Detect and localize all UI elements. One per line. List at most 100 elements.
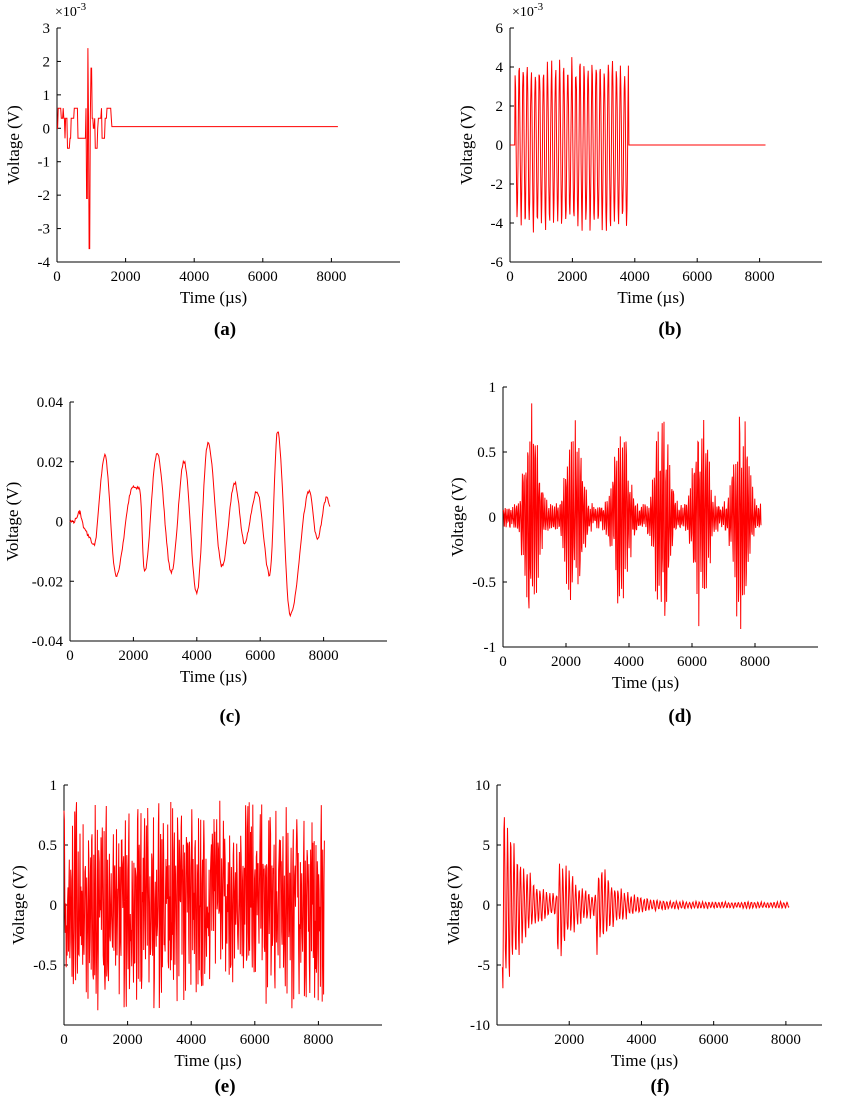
x-tick-label: 6000: [245, 648, 275, 664]
y-tick-label: -10: [470, 1018, 490, 1034]
multiplier-base: ×10: [512, 5, 534, 20]
x-axis-label: Time (µs): [617, 288, 684, 307]
x-tick-label: 6000: [677, 654, 707, 670]
x-tick-label: 0: [499, 654, 507, 670]
signal-series-line: [502, 403, 762, 630]
panel-caption: (a): [214, 319, 236, 340]
multiplier-exponent: -3: [77, 1, 87, 13]
x-tick-label: 8000: [745, 269, 775, 285]
y-axis-label: Voltage (V): [4, 105, 23, 184]
x-tick-label: 8000: [303, 1032, 333, 1048]
y-tick-label: -6: [491, 255, 504, 271]
signal-series-line: [57, 48, 338, 250]
signal-series-line: [510, 57, 766, 233]
y-tick-label: -0.04: [32, 634, 64, 650]
y-tick-label: -0.5: [472, 575, 496, 591]
y-tick-label: 0: [483, 898, 491, 914]
multiplier-base: ×10: [55, 5, 77, 20]
y-axis-label: Voltage (V): [444, 865, 463, 944]
axis-multiplier: ×10-3: [55, 1, 87, 20]
y-tick-label: 0: [43, 121, 51, 137]
y-tick-label: 10: [475, 778, 490, 794]
y-tick-label: -2: [38, 188, 51, 204]
y-tick-label: 0: [489, 510, 497, 526]
panel-f: 2000 4000 6000 8000 -10 -5 0 5 10 Time (µs) Voltag…: [444, 778, 822, 1097]
x-axis-label: Time (µs): [174, 1051, 241, 1070]
x-tick-label: 6000: [682, 269, 712, 285]
y-tick-label: 2: [496, 99, 504, 115]
y-tick-label: 6: [496, 21, 504, 37]
x-tick-label: 2000: [557, 269, 587, 285]
y-tick-label: 5: [483, 838, 491, 854]
x-tick-label: 2000: [551, 654, 581, 670]
signal-series-line: [63, 800, 325, 1011]
x-axis-label: Time (µs): [180, 288, 247, 307]
x-tick-label: 0: [506, 269, 514, 285]
panel-caption: (c): [219, 706, 240, 727]
y-tick-label: 0.5: [38, 838, 57, 854]
signal-series-line: [69, 431, 331, 618]
y-tick-label: -4: [491, 216, 504, 232]
signal-series-line: [501, 817, 790, 989]
x-axis-label: Time (µs): [180, 667, 247, 686]
y-tick-label: 1: [43, 88, 51, 104]
y-tick-label: -1: [38, 155, 51, 171]
x-tick-label: 4000: [626, 1032, 656, 1048]
panel-b: 0 2000 4000 6000 8000 -6 -4 -2 0 2 4 6 Time (µs) Volt…: [457, 1, 822, 340]
x-tick-label: 2000: [113, 1032, 143, 1048]
y-tick-label: -2: [491, 177, 504, 193]
y-tick-label: -3: [38, 222, 51, 238]
x-tick-label: 6000: [699, 1032, 729, 1048]
x-tick-label: 4000: [614, 654, 644, 670]
x-tick-label: 2000: [111, 269, 141, 285]
multiplier-exponent: -3: [534, 1, 544, 13]
y-tick-label: 1: [50, 778, 58, 794]
y-axis-label: Voltage (V): [457, 105, 476, 184]
x-tick-label: 8000: [309, 648, 339, 664]
x-tick-label: 0: [53, 269, 61, 285]
axis-multiplier: ×10-3: [512, 1, 544, 20]
panel-e: 0 2000 4000 6000 8000 -0.5 0 0.5 1 Time (µs) Volta…: [9, 778, 382, 1097]
y-tick-label: 0.04: [37, 395, 64, 411]
y-tick-label: 0: [50, 898, 58, 914]
x-tick-label: 2000: [118, 648, 148, 664]
x-tick-label: 0: [60, 1032, 68, 1048]
x-tick-label: 4000: [176, 1032, 206, 1048]
y-tick-label: 2: [43, 54, 51, 70]
x-tick-label: 2000: [554, 1032, 584, 1048]
y-tick-label: 0: [56, 515, 64, 531]
x-tick-label: 8000: [316, 269, 346, 285]
y-tick-label: -1: [484, 640, 497, 656]
y-tick-label: -0.5: [33, 958, 57, 974]
y-tick-label: 0: [496, 138, 504, 154]
x-tick-label: 4000: [620, 269, 650, 285]
y-tick-label: 4: [496, 60, 504, 76]
panel-d: 0 2000 4000 6000 8000 -1 -0.5 0 0.5 1 Time (µs) Vol…: [448, 380, 818, 727]
x-tick-label: 6000: [240, 1032, 270, 1048]
y-axis-label: Voltage (V): [448, 477, 467, 556]
x-tick-label: 4000: [179, 269, 209, 285]
x-tick-label: 8000: [740, 654, 770, 670]
panel-caption: (e): [214, 1076, 235, 1097]
x-tick-label: 4000: [182, 648, 212, 664]
y-tick-label: 0.02: [37, 455, 63, 471]
x-tick-label: 8000: [771, 1032, 801, 1048]
panel-a: 0 2000 4000 6000 8000 -4 -3 -2 -1 0 1 2 3 Time (µs) Vo…: [4, 1, 400, 340]
panel-caption: (d): [668, 706, 691, 727]
y-axis-label: Voltage (V): [9, 865, 28, 944]
panel-caption: (f): [651, 1076, 670, 1097]
y-tick-label: 0.5: [477, 445, 496, 461]
y-tick-label: 1: [489, 380, 497, 396]
y-tick-label: 3: [43, 21, 51, 37]
panel-c: 0 2000 4000 6000 8000 -0.04 -0.02 0 0.02 0.04 Time…: [3, 395, 387, 727]
x-tick-label: 0: [66, 648, 74, 664]
x-axis-label: Time (µs): [612, 673, 679, 692]
x-tick-label: 6000: [248, 269, 278, 285]
y-tick-label: -5: [478, 958, 491, 974]
y-axis-label: Voltage (V): [3, 482, 22, 561]
y-tick-label: -4: [38, 255, 51, 271]
x-axis-label: Time (µs): [611, 1051, 678, 1070]
panel-caption: (b): [658, 319, 681, 340]
y-tick-label: -0.02: [32, 574, 63, 590]
